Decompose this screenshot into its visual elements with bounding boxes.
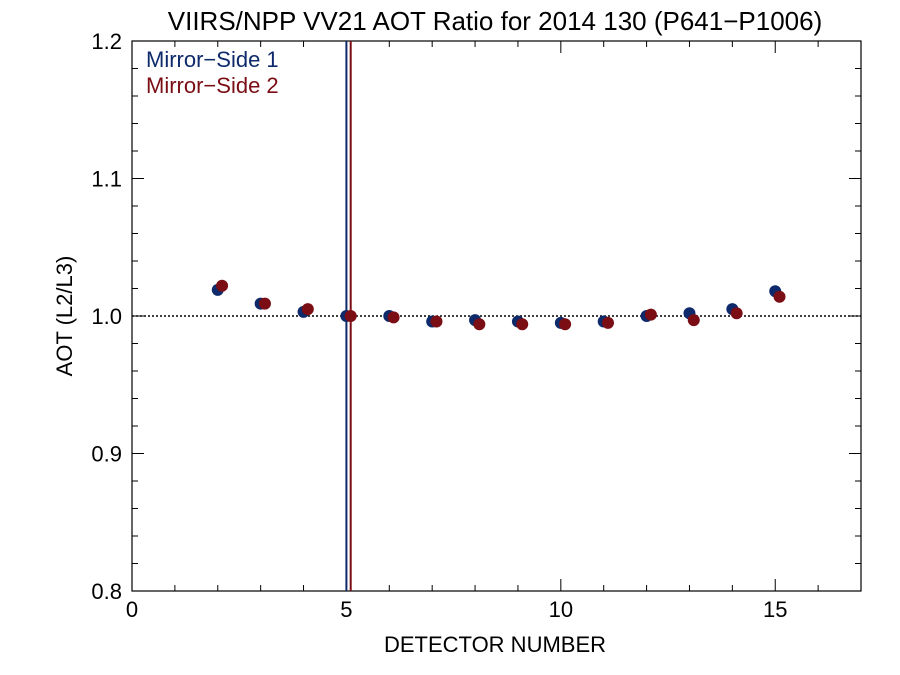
chart-title: VIIRS/NPP VV21 AOT Ratio for 2014 130 (P…	[168, 6, 823, 36]
x-tick-label: 0	[126, 597, 138, 622]
x-tick-label: 15	[763, 597, 787, 622]
data-point-series-2	[773, 290, 786, 303]
x-tick-label: 5	[340, 597, 352, 622]
data-point-series-2	[387, 311, 400, 324]
data-point-series-2	[430, 315, 443, 328]
data-point-series-2	[559, 318, 572, 331]
x-axis-label: DETECTOR NUMBER	[384, 632, 606, 657]
data-point-series-2	[344, 310, 357, 322]
legend-entry: Mirror−Side 2	[146, 73, 279, 98]
x-tick-label: 10	[549, 597, 573, 622]
data-point-series-2	[730, 307, 743, 320]
data-point-series-2	[687, 314, 700, 327]
legend-entry: Mirror−Side 1	[146, 47, 279, 72]
y-tick-label: 1.2	[91, 29, 122, 54]
data-point-series-2	[301, 303, 314, 316]
data-point-series-2	[516, 318, 529, 331]
y-tick-label: 0.8	[91, 579, 122, 604]
data-point-series-2	[644, 308, 657, 321]
data-point-series-2	[258, 297, 271, 310]
y-tick-label: 0.9	[91, 442, 122, 467]
data-point-series-2	[601, 316, 614, 329]
y-tick-label: 1.1	[91, 167, 122, 192]
y-tick-label: 1.0	[91, 304, 122, 329]
data-point-series-2	[216, 279, 229, 292]
data-point-series-2	[473, 318, 486, 331]
y-axis-label: AOT (L2/L3)	[52, 256, 77, 377]
plot-area: 0 5 10 15 0.8 0.9 1.0 1.1 1.2	[91, 29, 862, 622]
